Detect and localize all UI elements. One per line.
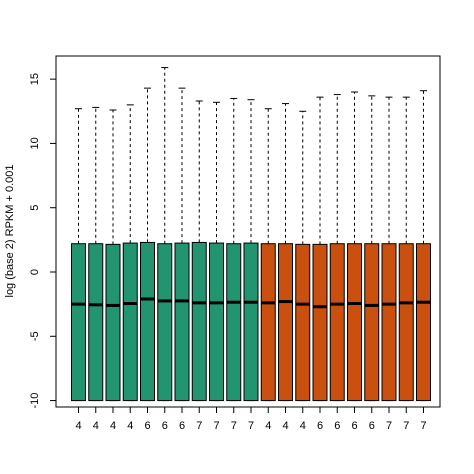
box-body	[398, 243, 414, 402]
y-tick-label: 5	[29, 205, 41, 211]
box-body	[157, 243, 173, 402]
box-body	[416, 243, 431, 402]
box-body	[88, 243, 104, 402]
box-body	[122, 242, 138, 402]
box-8	[191, 100, 207, 402]
y-tick-label: -5	[29, 331, 41, 341]
x-tick-label: 6	[334, 420, 340, 432]
box-body	[364, 243, 380, 402]
boxes-group	[71, 67, 431, 402]
box-7	[174, 87, 190, 402]
x-tick-label: 7	[386, 420, 392, 432]
box-17	[347, 91, 362, 402]
x-tick-label: 7	[231, 420, 237, 432]
box-4	[122, 104, 138, 402]
x-tick-label: 7	[213, 420, 219, 432]
x-tick-label: 7	[248, 420, 254, 432]
y-tick-label: 15	[29, 73, 41, 85]
box-2	[88, 106, 104, 402]
box-body	[329, 243, 345, 402]
x-tick-label: 7	[403, 420, 409, 432]
box-15	[312, 96, 328, 402]
box-body	[174, 242, 190, 402]
x-tick-label: 6	[162, 420, 168, 432]
box-body	[71, 243, 86, 402]
y-axis: -10 -5 0 5 10 15	[29, 73, 57, 409]
box-body	[226, 243, 242, 402]
y-tick-label: 0	[29, 269, 41, 275]
box-14	[295, 110, 311, 402]
x-tick-label: 7	[420, 420, 426, 432]
box-18	[364, 95, 380, 402]
box-body	[140, 241, 155, 402]
y-tick-label: 10	[29, 137, 41, 149]
box-body	[105, 243, 121, 402]
box-12	[260, 108, 276, 402]
box-body	[260, 243, 276, 402]
box-1	[71, 108, 86, 402]
x-tick-label: 4	[127, 420, 133, 432]
box-20	[398, 96, 414, 402]
x-tick-label: 4	[282, 420, 288, 432]
x-tick-label: 4	[265, 420, 271, 432]
x-tick-label: 6	[317, 420, 323, 432]
x-tick-label: 4	[75, 420, 81, 432]
box-body	[278, 243, 293, 402]
box-body	[347, 243, 362, 402]
y-axis-label: log (base 2) RPKM + 0.001	[4, 165, 16, 298]
x-tick-label: 4	[300, 420, 306, 432]
x-tick-label: 6	[144, 420, 150, 432]
box-5	[140, 87, 155, 402]
x-tick-label: 6	[351, 420, 357, 432]
box-13	[278, 103, 293, 402]
box-3	[105, 109, 121, 402]
box-body	[191, 241, 207, 402]
x-tick-label: 6	[369, 420, 375, 432]
x-tick-label: 4	[110, 420, 116, 432]
box-10	[226, 97, 242, 402]
x-tick-label: 7	[196, 420, 202, 432]
box-21	[416, 90, 431, 402]
box-body	[381, 243, 397, 402]
y-tick-label: -10	[29, 393, 41, 409]
box-19	[381, 96, 397, 402]
box-9	[209, 101, 224, 402]
box-body	[312, 243, 328, 402]
x-tick-label: 4	[93, 420, 99, 432]
box-11	[243, 99, 259, 402]
box-body	[295, 243, 311, 402]
x-tick-label: 6	[179, 420, 185, 432]
box-6	[157, 67, 173, 402]
box-body	[243, 242, 259, 402]
box-16	[329, 94, 345, 402]
box-body	[209, 242, 224, 402]
